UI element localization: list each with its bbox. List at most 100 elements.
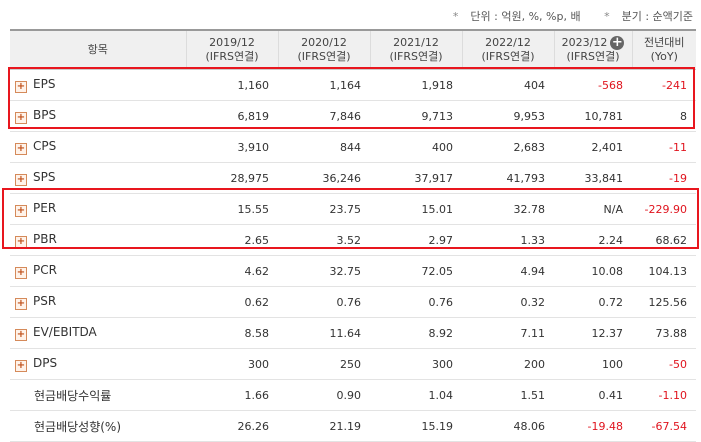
table-row: + PBR 2.65 3.52 2.97 1.33 2.24 68.62: [10, 224, 696, 256]
header-col-2021: 2021/12 (IFRS연결): [369, 29, 462, 70]
table-row: + PER 15.55 23.75 15.01 32.78 N/A -229.90: [10, 193, 696, 225]
table-row: + EV/EBITDA 8.58 11.64 8.92 7.11 12.37 73.88: [10, 317, 696, 349]
value-cell: 1.66: [186, 379, 278, 411]
value-cell: 300: [370, 348, 462, 380]
value-cell: 844: [278, 131, 370, 163]
expand-plus-icon[interactable]: +: [15, 143, 27, 155]
header-item: 항목: [10, 29, 186, 70]
expand-plus-icon[interactable]: +: [15, 360, 27, 372]
expand-plus-icon[interactable]: +: [15, 329, 27, 341]
table-row: 현금배당성향(%) 26.26 21.19 15.19 48.06 -19.48 -67.5…: [10, 410, 696, 442]
value-cell: 4.94: [462, 255, 554, 287]
value-cell: 1.04: [370, 379, 462, 411]
value-cell: 28,975: [186, 162, 278, 194]
value-cell: 0.76: [278, 286, 370, 318]
table-row: + PCR 4.62 32.75 72.05 4.94 10.08 104.13: [10, 255, 696, 287]
row-label-cell: + PBR: [10, 224, 186, 256]
value-cell: 0.41: [554, 379, 632, 411]
yoy-cell: -50: [632, 348, 696, 380]
row-label-cell: + SPS: [10, 162, 186, 194]
row-label: 현금배당수익률: [34, 388, 112, 403]
row-label-cell: + DPS: [10, 348, 186, 380]
row-label: DPS: [33, 356, 58, 370]
table-row: + EPS 1,160 1,164 1,918 404 -568 -241: [10, 69, 696, 101]
expand-plus-icon[interactable]: +: [15, 112, 27, 124]
value-cell: 32.78: [462, 193, 554, 225]
value-cell: 1,918: [370, 69, 462, 101]
yoy-cell: 73.88: [632, 317, 696, 349]
value-cell: 0.90: [278, 379, 370, 411]
yoy-cell: -67.54: [632, 410, 696, 442]
value-cell: 3.52: [278, 224, 370, 256]
value-cell: 33,841: [554, 162, 632, 194]
expand-plus-icon[interactable]: +: [15, 267, 27, 279]
value-cell: 15.01: [370, 193, 462, 225]
value-cell: N/A: [554, 193, 632, 225]
expand-plus-icon[interactable]: +: [15, 81, 27, 93]
row-label: PCR: [33, 263, 57, 277]
unit-note: 단위 : 억원, %, %p, 배: [470, 10, 581, 23]
header-col-2020: 2020/12 (IFRS연결): [277, 29, 370, 70]
plus-circle-icon[interactable]: +: [610, 35, 625, 50]
value-cell: 48.06: [462, 410, 554, 442]
header-col-2019: 2019/12 (IFRS연결): [185, 29, 278, 70]
value-cell: 8.58: [186, 317, 278, 349]
value-cell: 2.97: [370, 224, 462, 256]
table-row: 현금배당수익률 1.66 0.90 1.04 1.51 0.41 -1.10: [10, 379, 696, 411]
table-header-row: 항목 2019/12 (IFRS연결) 2020/12 (IFRS연결) 2021/…: [10, 29, 696, 70]
expand-plus-icon[interactable]: +: [15, 174, 27, 186]
value-cell: 1,164: [278, 69, 370, 101]
value-cell: 4.62: [186, 255, 278, 287]
value-cell: 7,846: [278, 100, 370, 132]
header-col-yoy: 전년대비 (YoY): [631, 29, 696, 70]
expand-plus-icon[interactable]: +: [15, 236, 27, 248]
table-row: + DPS 300 250 300 200 100 -50: [10, 348, 696, 380]
value-cell: 2.65: [186, 224, 278, 256]
row-label: PER: [33, 201, 57, 215]
value-cell: 21.19: [278, 410, 370, 442]
table-row: + BPS 6,819 7,846 9,713 9,953 10,781 8: [10, 100, 696, 132]
row-label-cell: 현금배당수익률: [10, 379, 186, 411]
value-cell: 15.19: [370, 410, 462, 442]
row-label: SPS: [33, 170, 56, 184]
row-label: PSR: [33, 294, 57, 308]
value-cell: 1.51: [462, 379, 554, 411]
value-cell: 3,910: [186, 131, 278, 163]
row-label-cell: + CPS: [10, 131, 186, 163]
value-cell: 200: [462, 348, 554, 380]
row-label: EPS: [33, 77, 56, 91]
expand-plus-icon[interactable]: +: [15, 205, 27, 217]
value-cell: 1.33: [462, 224, 554, 256]
value-cell: 8.92: [370, 317, 462, 349]
value-cell: 15.55: [186, 193, 278, 225]
value-cell: 23.75: [278, 193, 370, 225]
value-cell: 0.32: [462, 286, 554, 318]
row-label-cell: + EV/EBITDA: [10, 317, 186, 349]
value-cell: 10,781: [554, 100, 632, 132]
expand-plus-icon[interactable]: +: [15, 298, 27, 310]
table-row: + PSR 0.62 0.76 0.76 0.32 0.72 125.56: [10, 286, 696, 318]
value-cell: -19.48: [554, 410, 632, 442]
table-notes: * 단위 : 억원, %, %p, 배 * 분기 : 순액기준: [452, 10, 693, 23]
value-cell: 1,160: [186, 69, 278, 101]
yoy-cell: -19: [632, 162, 696, 194]
row-label: EV/EBITDA: [33, 325, 97, 339]
table-row: + SPS 28,975 36,246 37,917 41,793 33,841 -19: [10, 162, 696, 194]
row-label-cell: + EPS: [10, 69, 186, 101]
value-cell: 0.72: [554, 286, 632, 318]
value-cell: 36,246: [278, 162, 370, 194]
row-label: 현금배당성향(%): [34, 419, 122, 434]
yoy-cell: 104.13: [632, 255, 696, 287]
value-cell: 12.37: [554, 317, 632, 349]
header-col-2022: 2022/12 (IFRS연결): [461, 29, 554, 70]
value-cell: 26.26: [186, 410, 278, 442]
yoy-cell: -241: [632, 69, 696, 101]
value-cell: 404: [462, 69, 554, 101]
yoy-cell: -229.90: [632, 193, 696, 225]
yoy-cell: 125.56: [632, 286, 696, 318]
value-cell: 9,713: [370, 100, 462, 132]
yoy-cell: -1.10: [632, 379, 696, 411]
header-col-2023: 2023/12 + (IFRS연결): [553, 29, 632, 70]
table-row: + CPS 3,910 844 400 2,683 2,401 -11: [10, 131, 696, 163]
row-label: BPS: [33, 108, 57, 122]
